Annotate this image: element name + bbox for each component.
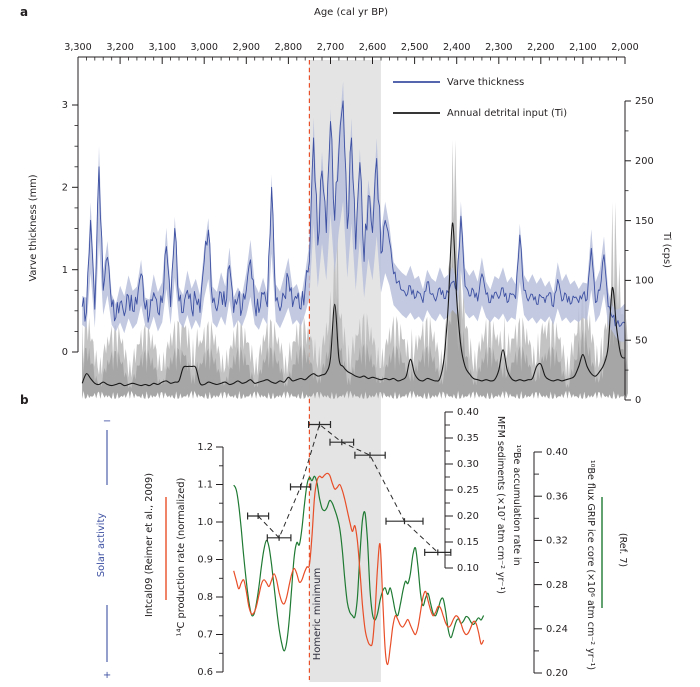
solar-minus-label: − [103,416,111,427]
panel-a-label: a [20,5,28,19]
ti-axis-tick-label: 0 [635,395,641,406]
mfm-axis [444,411,453,569]
grip-axis-tick-label: 0.32 [546,536,568,547]
c14-axis-tick-label: 0.8 [197,592,213,603]
c14-axis-tick-label: 1.2 [197,442,213,453]
panel-b-label: b [20,393,29,407]
annual-detrital-input-line [81,222,626,387]
ti-axis-label: Ti (cps) [661,231,672,268]
age-axis-tick-label: 2,600 [359,42,386,53]
varve-axis-tick-label: 1 [62,265,68,276]
solar-activity-label: Solar activity [96,513,107,577]
age-axis-tick-label: 2,500 [401,42,428,53]
mfm-errorbar-point [354,451,386,459]
age-axis-tick-label: 2,000 [611,42,638,53]
age-axis-tick-label: 3,000 [190,42,217,53]
grip-axis-tick-label: 0.24 [546,624,568,635]
varve-axis-tick-label: 2 [62,183,68,194]
be10-grip-curve [233,475,485,652]
mfm-axis-tick-label: 0.25 [457,485,479,496]
legend-varve-label: Varve thickness [447,77,524,88]
mfm-axis-tick-label: 0.15 [457,537,479,548]
ti-axis-tick-label: 200 [635,156,654,167]
c14-axis-tick-label: 1.1 [197,480,213,491]
mfm-errorbar-point [247,512,270,520]
c14-production-curve [233,472,485,666]
c14-axis [216,446,224,673]
grip-ref-label: (Ref. 7) [617,533,628,567]
ti-axis-tick-label: 100 [635,276,654,287]
grip-axis-tick-label: 0.36 [546,491,568,502]
varve-axis-label: Varve thickness (mm) [28,174,39,281]
varve-axis-tick-label: 0 [62,347,68,358]
mfm-errorbar-point [385,517,424,525]
c14-axis-tick-label: 1.0 [197,517,213,528]
c14-axis-tick-label: 0.7 [197,630,213,641]
age-axis-tick-label: 2,400 [443,42,470,53]
mfm-errorbar-point [289,483,312,491]
ti-axis-tick-label: 50 [635,335,647,346]
ti-axis [624,100,631,401]
mfm-axis-tick-label: 0.40 [457,407,479,418]
age-axis-tick-label: 2,900 [233,42,260,53]
grip-axis-tick-label: 0.28 [546,580,568,591]
varve-uncertainty-band [82,81,625,342]
mfm-axis-tick-label: 0.35 [457,433,479,444]
mfm-axis-tick-label: 0.30 [457,459,479,470]
c14-axis-tick-label: 0.6 [197,667,213,678]
mfm-errorbar-point [424,548,452,556]
varve-axis-tick-label: 3 [62,100,68,111]
ti-axis-tick-label: 250 [635,96,654,107]
age-axis-tick-label: 2,200 [527,42,554,53]
age-axis-tick-label: 2,700 [317,42,344,53]
age-axis-tick-label: 2,800 [275,42,302,53]
mfm-errorbar-point [308,421,332,428]
solar-plus-label: + [103,670,111,681]
age-axis-title: Age (cal yr BP) [314,7,388,18]
mfm-axis-label-line1: ¹⁰Be accumulation rate in [511,444,522,565]
age-axis-tick-label: 2,100 [569,42,596,53]
mfm-errorbar-point [266,534,292,542]
grip-axis-tick-label: 0.40 [546,447,568,458]
intcal09-label: Intcal09 (Reimer et al., 2009) [144,473,155,617]
be10-mfm-dashed-line [257,423,439,553]
mfm-errorbar-point [329,438,355,446]
age-axis-tick-label: 3,300 [64,42,91,53]
legend-ti-label: Annual detrital input (Ti) [447,108,567,119]
mfm-axis-tick-label: 0.10 [457,563,479,574]
homeric-minimum-label: Homeric minimum [312,568,323,661]
varve-thickness-line [81,100,626,327]
age-axis-tick-label: 3,200 [106,42,133,53]
varve-axis [72,57,79,353]
grip-axis-label: ¹⁰Be flux GRIP ice core (×10⁶ atm cm⁻² y… [585,460,596,670]
c14-axis-label: ¹⁴C production rate (normalized) [176,478,187,637]
mfm-axis-tick-label: 0.20 [457,511,479,522]
age-axis-tick-label: 2,300 [485,42,512,53]
c14-axis-tick-label: 0.9 [197,555,213,566]
grip-axis [533,451,542,674]
mfm-axis-label-line2: MFM sediments (×10⁷ atm cm⁻² yr⁻¹) [495,416,506,594]
age-axis-tick-label: 3,100 [148,42,175,53]
ti-axis-tick-label: 150 [635,216,654,227]
grip-axis-tick-label: 0.20 [546,668,568,679]
